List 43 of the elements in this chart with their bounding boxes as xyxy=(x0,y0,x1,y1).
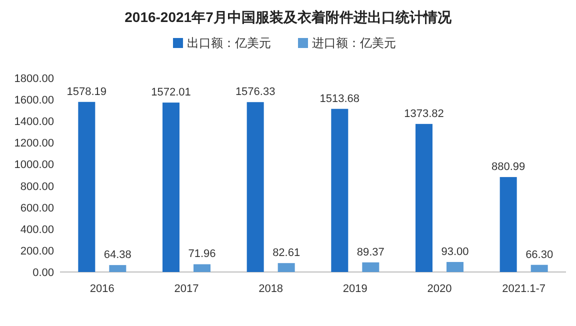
x-tick-label: 2018 xyxy=(258,283,284,295)
y-tick-label: 0.00 xyxy=(32,267,54,279)
data-label: 1576.33 xyxy=(235,86,276,98)
data-label: 89.37 xyxy=(356,246,384,258)
bar xyxy=(331,108,348,272)
data-label: 66.30 xyxy=(526,248,554,261)
bar xyxy=(500,177,517,272)
bar xyxy=(78,102,96,272)
bar xyxy=(362,262,380,272)
y-tick-label: 400.00 xyxy=(20,224,54,236)
x-tick-label: 2020 xyxy=(427,283,452,295)
data-label: 71.96 xyxy=(188,248,216,260)
bar xyxy=(246,102,264,272)
data-label: 880.99 xyxy=(492,161,526,174)
x-tick-label: 2017 xyxy=(174,283,199,295)
bar xyxy=(446,262,464,272)
data-label: 1513.68 xyxy=(320,92,360,105)
legend-label: 进口额：亿美元 xyxy=(312,36,396,50)
data-label: 1373.82 xyxy=(404,108,444,120)
y-tick-label: 600.00 xyxy=(20,202,54,214)
y-tick-label: 800.00 xyxy=(20,180,54,193)
data-label: 1572.01 xyxy=(151,86,191,99)
y-tick-label: 1200.00 xyxy=(14,138,54,150)
data-label: 93.00 xyxy=(441,246,469,258)
y-tick-label: 1800.00 xyxy=(14,73,54,85)
x-tick-label: 2021.1-7 xyxy=(502,283,546,295)
bar xyxy=(530,264,548,272)
y-tick-label: 200.00 xyxy=(20,245,54,258)
bar xyxy=(194,264,210,272)
data-label: 82.61 xyxy=(272,247,300,260)
bar xyxy=(416,124,432,272)
y-tick-label: 1600.00 xyxy=(14,94,54,107)
y-tick-label: 1400.00 xyxy=(14,116,54,128)
chart-title: 2016-2021年7月中国服装及衣着附件进出口统计情况 xyxy=(124,9,452,25)
bar xyxy=(162,102,180,272)
x-tick-label: 2016 xyxy=(90,283,114,295)
x-tick-label: 2019 xyxy=(342,283,368,295)
legend-label: 出口额：亿美元 xyxy=(187,36,271,50)
bar xyxy=(109,265,126,272)
data-label: 1578.19 xyxy=(66,86,107,98)
y-tick-label: 1000.00 xyxy=(14,159,54,172)
data-label: 64.38 xyxy=(104,249,132,262)
bar xyxy=(278,263,295,272)
